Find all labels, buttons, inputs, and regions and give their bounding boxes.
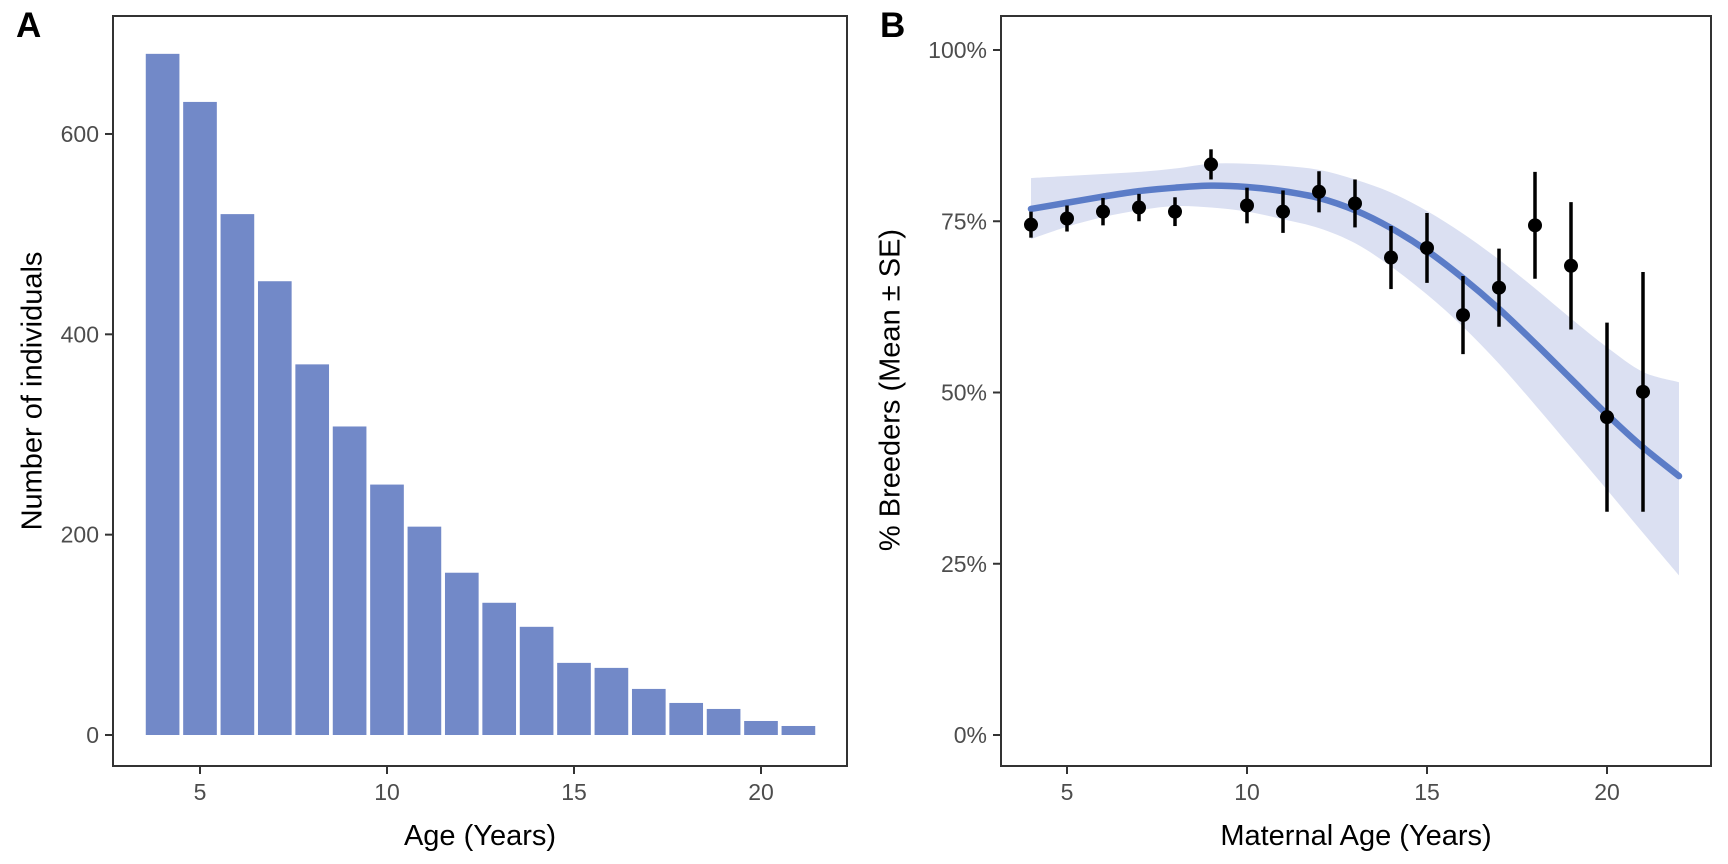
y-tick-label: 100% (928, 37, 987, 63)
bar-age-9 (332, 426, 367, 735)
bar-age-11 (407, 526, 442, 735)
bar-age-19 (706, 708, 741, 735)
bar-age-4 (145, 53, 180, 736)
x-tick-label: 20 (748, 779, 774, 805)
point-age-10 (1240, 198, 1254, 213)
panel-a-x-axis-title: Age (Years) (403, 820, 557, 852)
confidence-ribbon (1031, 163, 1679, 576)
point-age-6 (1096, 204, 1110, 219)
y-tick-label: 600 (61, 121, 99, 147)
bar-age-7 (257, 281, 292, 735)
point-age-16 (1456, 308, 1470, 323)
panel-a-y-axis-title: Number of individuals (16, 251, 49, 531)
point-age-15 (1420, 240, 1434, 255)
y-tick-label: 25% (941, 551, 987, 577)
bar-age-12 (444, 572, 479, 735)
point-age-13 (1348, 196, 1362, 211)
point-age-19 (1564, 258, 1578, 273)
point-age-5 (1060, 211, 1074, 226)
point-age-14 (1384, 250, 1398, 265)
y-tick-label: 75% (941, 208, 987, 234)
bar-age-18 (669, 702, 704, 735)
point-age-20 (1600, 410, 1614, 425)
point-age-4 (1024, 217, 1038, 232)
point-age-7 (1132, 200, 1146, 215)
bar-age-15 (557, 662, 591, 735)
panel-b-label: B (880, 6, 906, 45)
bar-age-5 (183, 101, 217, 735)
panel-a: A 5 10 15 20 0 200 400 600 Age (Years) Number o… (16, 6, 848, 852)
bar-age-21 (781, 725, 816, 735)
x-tick-label: 20 (1594, 779, 1620, 805)
x-tick-label: 5 (194, 779, 207, 805)
y-tick-label: 50% (941, 380, 987, 406)
point-age-9 (1204, 157, 1218, 172)
y-tick-label: 0% (954, 722, 987, 748)
panel-b: B 5 10 15 20 0% 25% 50% 75% 100% Maternal Age (Y… (864, 0, 1728, 864)
bar-age-17 (631, 688, 666, 735)
x-tick-label: 5 (1061, 779, 1074, 805)
bar-age-13 (482, 602, 517, 735)
panel-b-plot: 5 10 15 20 0% 25% 50% 75% 100% (928, 15, 1712, 805)
panel-a-label: A (16, 6, 42, 45)
x-tick-label: 15 (561, 779, 587, 805)
x-tick-label: 10 (1234, 779, 1260, 805)
panel-b-y-axis-title: % Breeders (Mean ± SE) (874, 228, 907, 552)
histogram-bars (145, 53, 816, 736)
bar-age-6 (220, 214, 255, 736)
point-age-18 (1528, 218, 1542, 233)
bar-age-14 (519, 626, 554, 735)
point-age-8 (1168, 204, 1182, 219)
y-tick-label: 0 (86, 722, 99, 748)
y-tick-label: 200 (61, 522, 99, 548)
bar-age-16 (594, 667, 629, 735)
panel-border (112, 15, 848, 767)
axis-ticks: 5 10 15 20 0% 25% 50% 75% 100% (928, 37, 1620, 805)
y-tick-label: 400 (61, 321, 99, 347)
data-points (1024, 149, 1650, 512)
point-age-17 (1492, 280, 1506, 295)
bar-age-8 (295, 364, 330, 735)
panel-border (1000, 15, 1712, 767)
x-tick-label: 15 (1414, 779, 1440, 805)
bar-age-10 (370, 484, 404, 735)
point-age-21 (1636, 384, 1650, 399)
panel-b-x-axis-title: Maternal Age (Years) (1220, 820, 1492, 852)
bar-age-20 (744, 720, 778, 735)
point-age-11 (1276, 204, 1290, 219)
point-age-12 (1312, 184, 1326, 199)
x-tick-label: 10 (374, 779, 400, 805)
